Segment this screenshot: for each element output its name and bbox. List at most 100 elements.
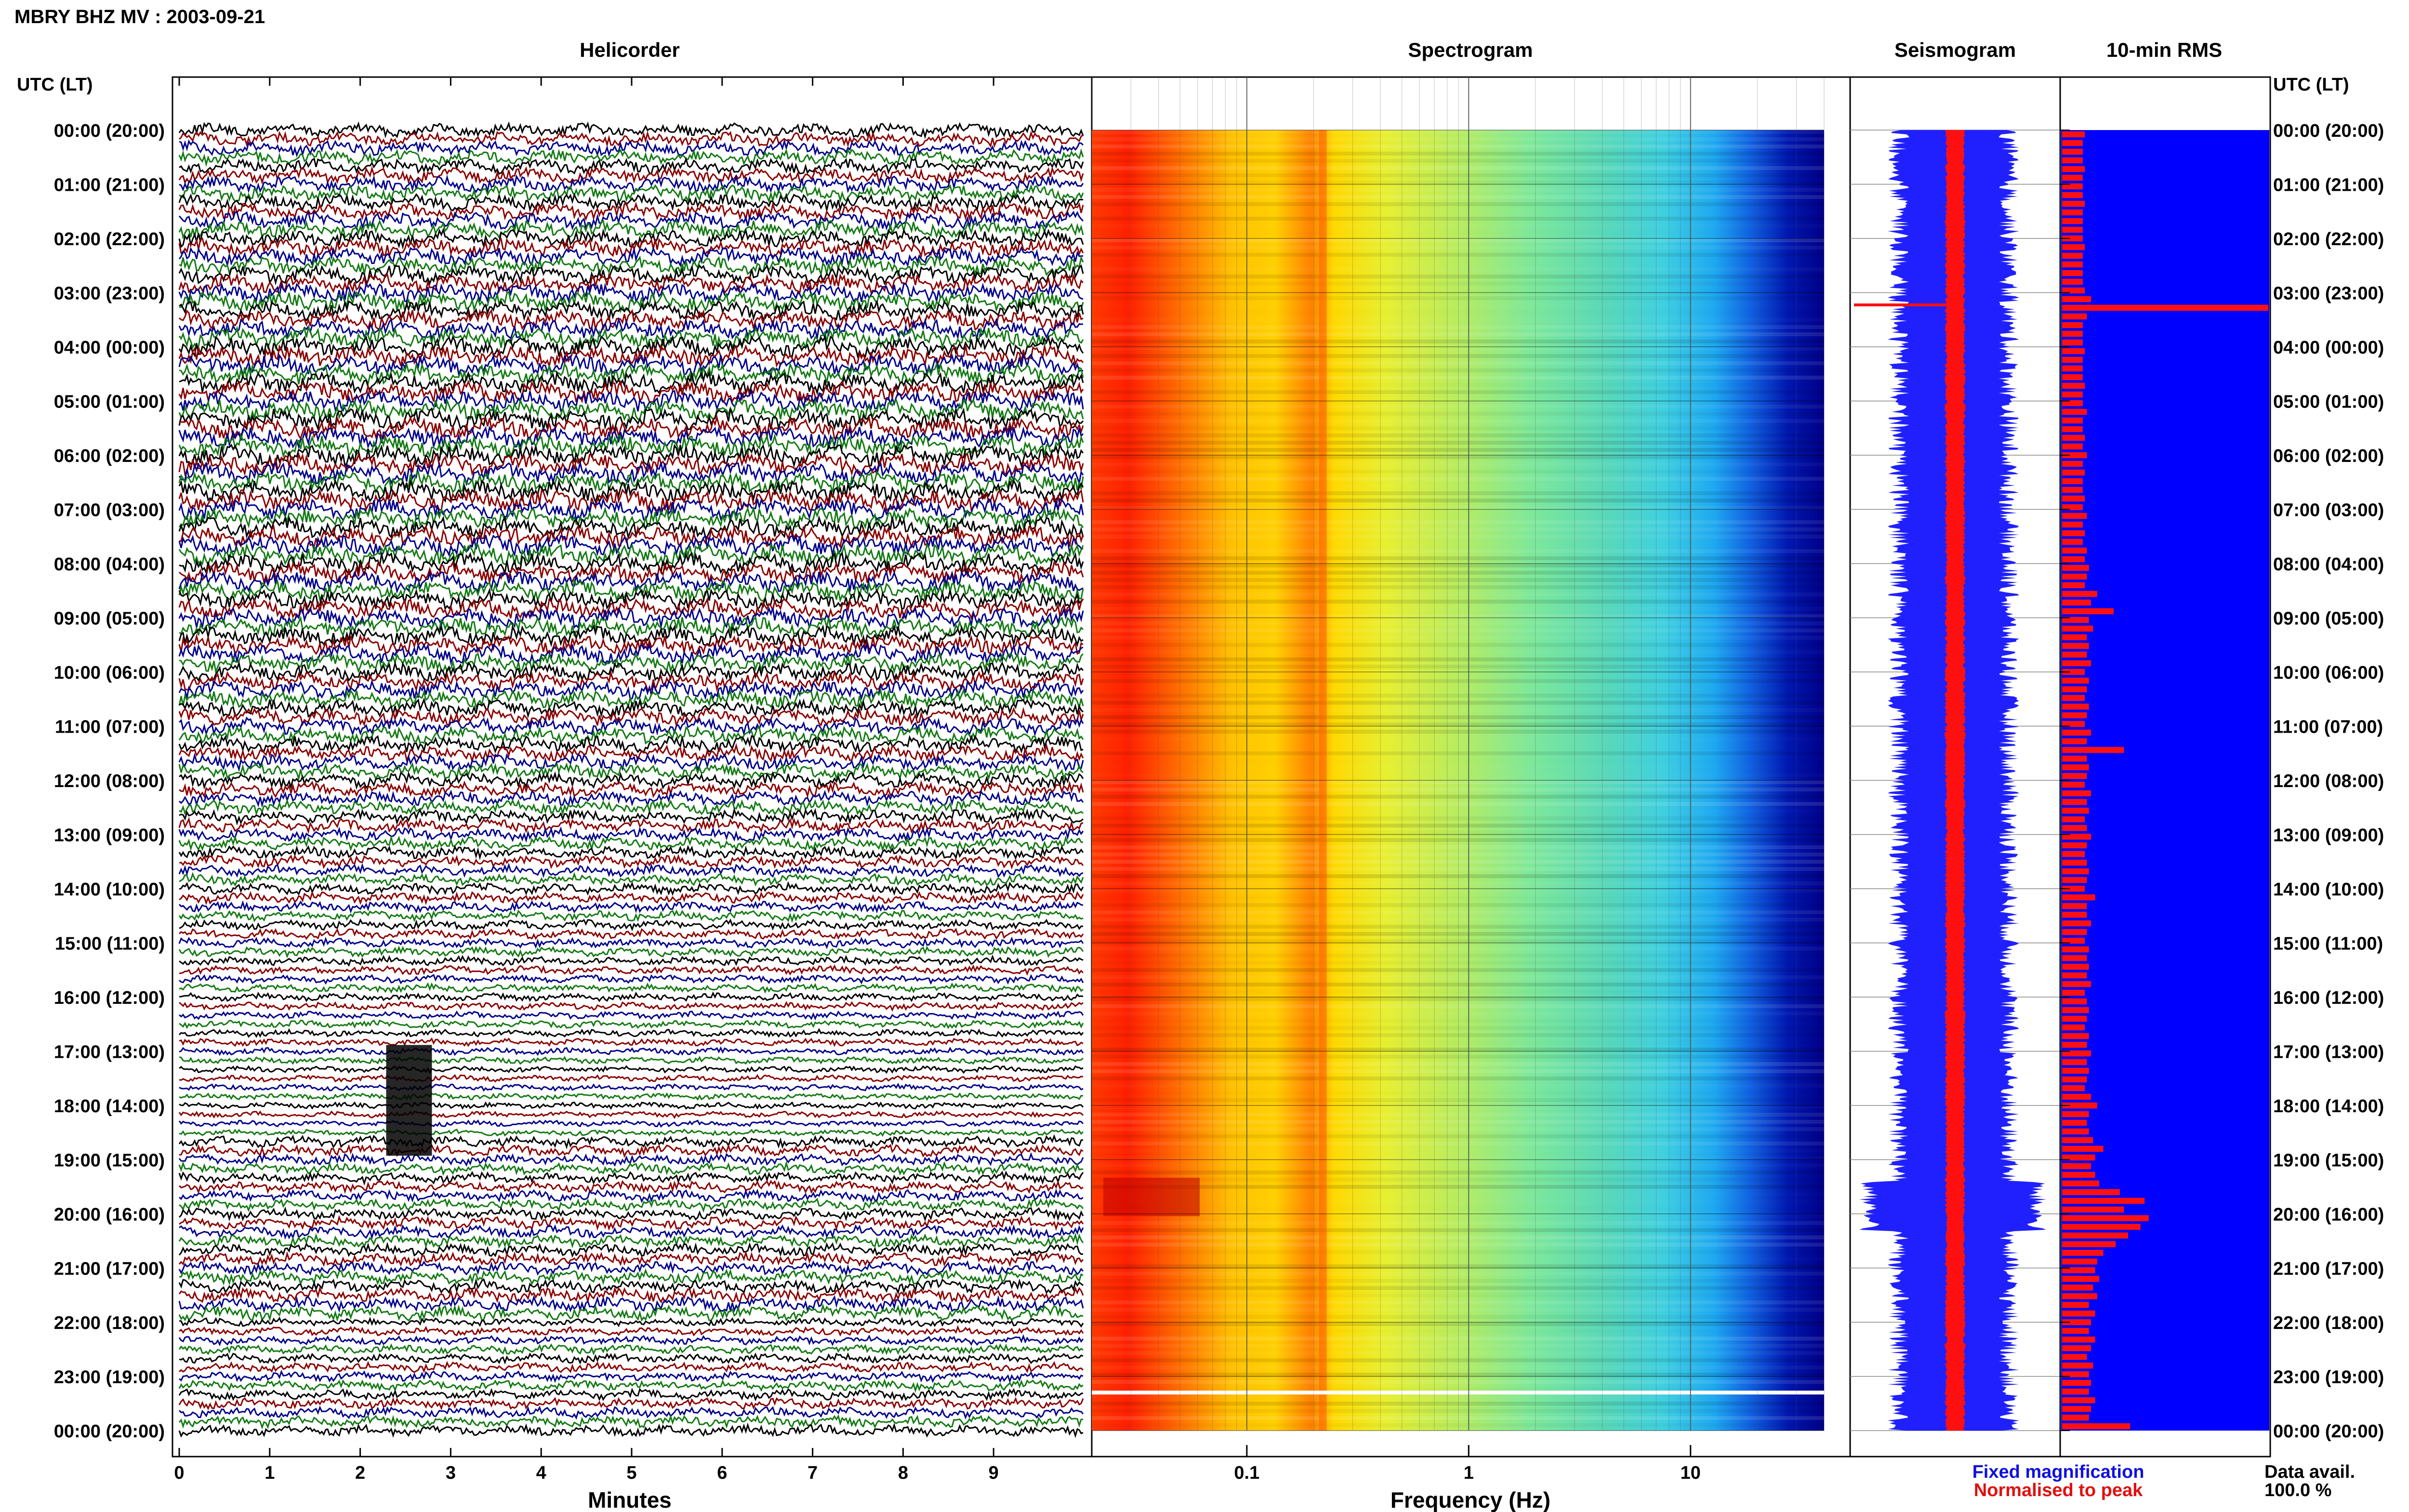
helicorder-trace-line — [179, 807, 1084, 826]
spectrogram-texture-band — [1092, 282, 1824, 286]
helicorder-trace-line — [178, 316, 1084, 341]
spectrogram-texture-band — [1092, 954, 1824, 958]
spectrogram-texture-band — [1092, 939, 1824, 943]
rms-bar — [2062, 617, 2089, 623]
spectrogram-x-axis: 0.1 1 10 — [1234, 1445, 1701, 1483]
rms-bar — [2062, 244, 2085, 250]
spectrogram-texture-band — [1092, 730, 1824, 734]
helicorder-trace-line — [179, 290, 1084, 314]
rms-bar — [2062, 1284, 2093, 1291]
spectrogram-texture-band — [1092, 412, 1824, 416]
spectrogram-texture-band — [1092, 1423, 1824, 1427]
rms-bar — [2062, 417, 2083, 424]
helicorder-trace-line — [178, 725, 1084, 745]
spectrogram-texture-band — [1092, 434, 1824, 437]
rms-bar — [2062, 695, 2085, 701]
rms-bar — [2062, 825, 2087, 831]
rms-bar — [2062, 339, 2083, 346]
rms-bar — [2062, 920, 2091, 927]
rms-bar — [2062, 937, 2085, 944]
spectrogram-texture-band — [1092, 701, 1824, 705]
helicorder-trace-line — [178, 534, 1084, 557]
hour-label: 11:00 (07:00) — [2273, 717, 2383, 737]
helicorder-trace-line — [178, 1160, 1084, 1176]
helicorder-trace-line — [179, 779, 1084, 799]
hour-label: 00:00 (20:00) — [54, 1421, 165, 1442]
rms-bar — [2062, 790, 2091, 797]
rms-bar — [2062, 330, 2083, 337]
hour-label: 00:00 (20:00) — [54, 121, 165, 141]
rms-bar — [2062, 608, 2114, 615]
helicorder-trace-line — [178, 425, 1084, 450]
rms-bar — [2062, 1145, 2104, 1152]
helicorder-trace-line — [178, 353, 1084, 377]
rms-bar — [2062, 963, 2089, 970]
helicorder-trace-line — [179, 1046, 1084, 1056]
spectrogram-texture-band — [1092, 535, 1824, 539]
hour-label: 07:00 (03:00) — [54, 500, 165, 521]
spectrogram-texture-band — [1092, 773, 1824, 777]
spectrogram-texture-band — [1092, 448, 1824, 452]
spectrogram-texture-band — [1092, 629, 1824, 632]
helicorder-trace-line — [178, 1303, 1084, 1322]
helicorder-event-marker — [386, 1045, 432, 1156]
helicorder-trace-line — [179, 1369, 1084, 1383]
rms-title: 10-min RMS — [2106, 39, 2222, 61]
spectrogram-texture-band — [1092, 195, 1824, 199]
helicorder-trace-line — [179, 918, 1084, 932]
legend-fixed-magnification: Fixed magnification — [1972, 1462, 2144, 1482]
helicorder-trace-line — [178, 688, 1084, 710]
helicorder-trace-line — [178, 442, 1084, 469]
helicorder-trace-line — [179, 1010, 1084, 1021]
hour-label: 01:00 (21:00) — [2273, 175, 2384, 196]
rms-bar — [2062, 755, 2087, 762]
hour-labels-right: 00:00 (20:00) 01:00 (21:00) 02:00 (22:00) 0… — [2273, 121, 2384, 1442]
helicorder-trace-line — [179, 1144, 1084, 1158]
rms-bar — [2062, 1267, 2095, 1274]
helicorder-trace-line — [179, 1224, 1084, 1240]
spectrogram-x-tick-label: 0.1 — [1234, 1463, 1259, 1483]
rms-bar — [2062, 1310, 2095, 1317]
helicorder-trace-line — [179, 1316, 1084, 1328]
rms-bar — [2062, 851, 2085, 857]
rms-bar — [2062, 859, 2087, 866]
helicorder-trace-line — [178, 633, 1084, 657]
rms-bar — [2062, 1249, 2104, 1256]
rms-bar — [2062, 903, 2087, 909]
rms-bar — [2062, 547, 2087, 554]
spectrogram-texture-band — [1092, 1394, 1824, 1398]
spectrogram-texture-band — [1092, 1098, 1824, 1102]
spectrogram-texture-band — [1092, 506, 1824, 510]
spectrogram-texture-band — [1092, 1127, 1824, 1131]
spectrogram-texture-band — [1092, 1142, 1824, 1145]
spectrogram-texture-band — [1092, 405, 1824, 408]
helicorder-trace-line — [179, 991, 1084, 1002]
rms-bar — [2062, 764, 2089, 771]
helicorder-trace-line — [179, 1074, 1084, 1083]
rms-bar — [2062, 1119, 2087, 1126]
seismogram-title: Seismogram — [1894, 39, 2016, 61]
helicorder-trace-line — [178, 380, 1084, 404]
rms-bar — [2062, 270, 2083, 276]
spectrogram-texture-band — [1092, 751, 1824, 755]
helicorder-x-tick-label: 0 — [174, 1463, 184, 1483]
spectrogram-texture-band — [1092, 694, 1824, 697]
rms-bar — [2062, 669, 2085, 675]
rms-bar — [2062, 504, 2083, 511]
rms-bar — [2062, 486, 2083, 493]
helicorder-trace-line — [178, 606, 1084, 629]
helicorder-trace-line — [178, 451, 1084, 476]
spectrogram-texture-band — [1092, 1380, 1824, 1384]
rms-bar — [2062, 634, 2087, 641]
rms-bar — [2062, 1258, 2097, 1265]
rms-bar — [2062, 1302, 2089, 1308]
helicorder-title: Helicorder — [580, 39, 680, 61]
rms-bar — [2062, 781, 2085, 788]
rms-bar — [2062, 1275, 2099, 1282]
helicorder-trace-line — [178, 1134, 1084, 1150]
helicorder-trace-line — [178, 1286, 1084, 1304]
hour-label: 05:00 (01:00) — [54, 392, 165, 412]
rms-bar — [2062, 452, 2087, 459]
helicorder-x-tick-label: 5 — [626, 1463, 636, 1483]
rms-bar — [2062, 434, 2085, 441]
